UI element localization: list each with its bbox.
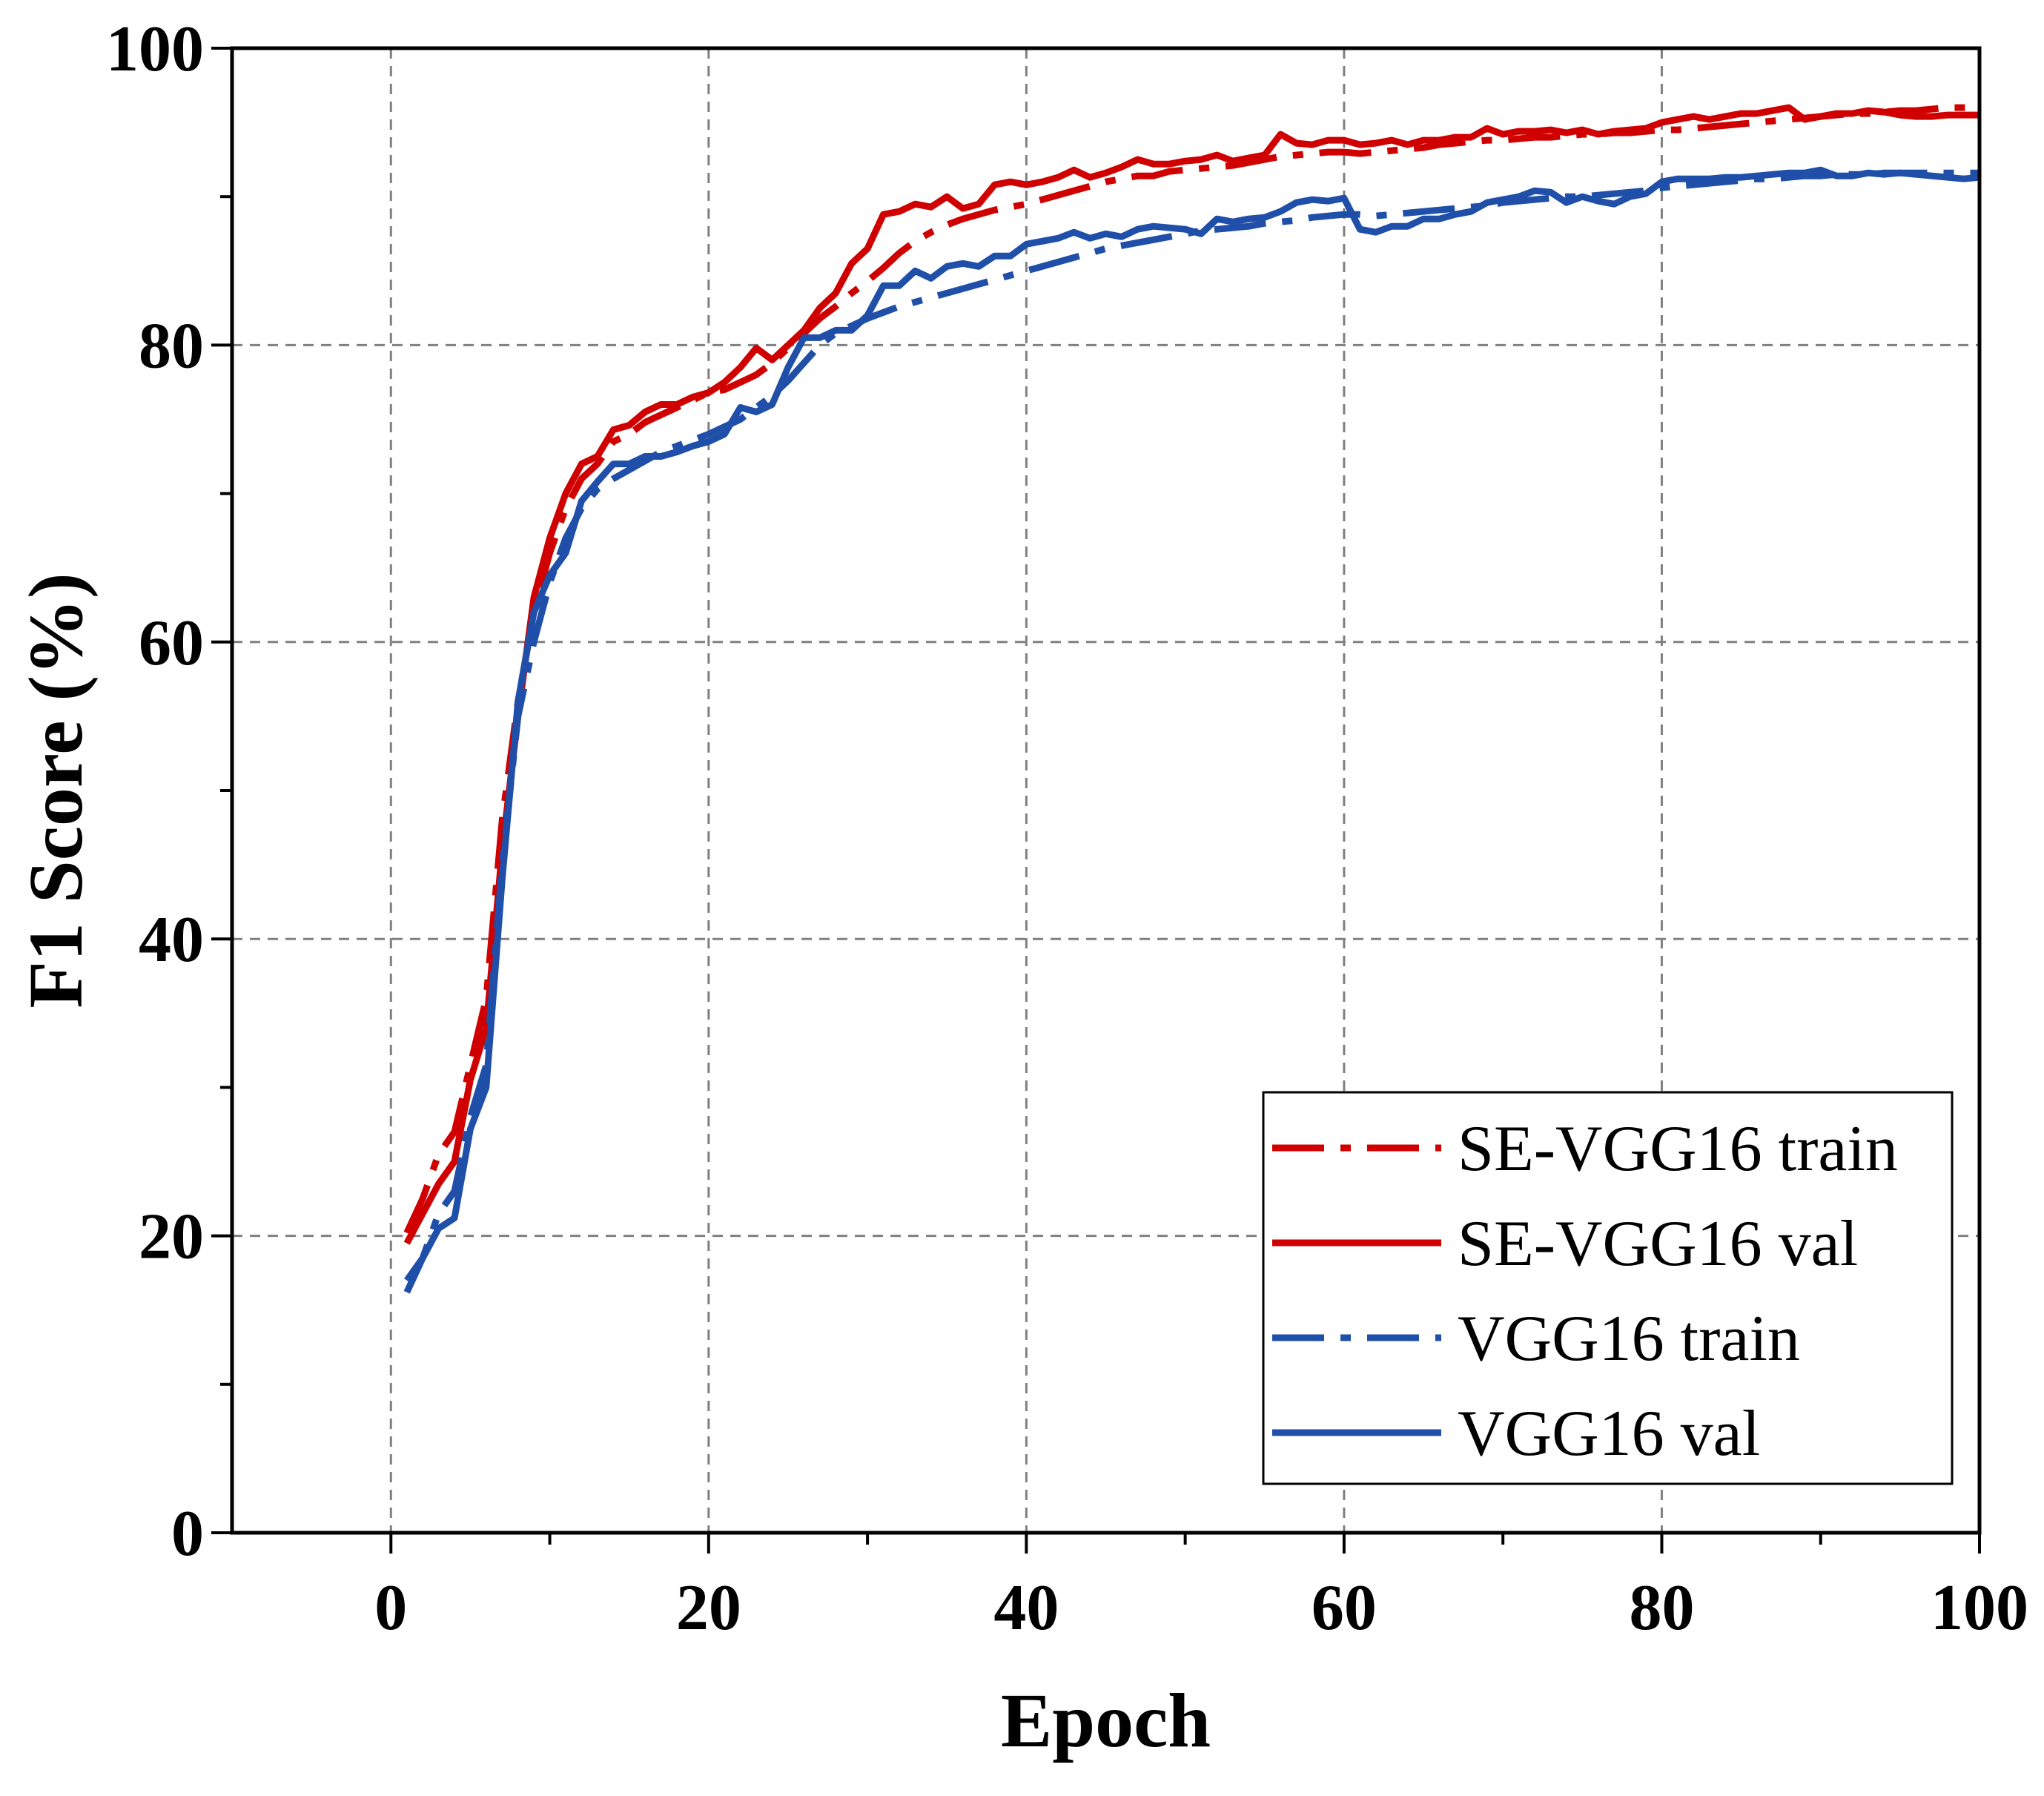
legend-box — [1262, 1091, 1954, 1485]
y-axis-title: F1 Score (%) — [13, 572, 99, 1008]
x-tick-label: 80 — [1629, 1572, 1694, 1644]
x-tick-label: 60 — [1312, 1572, 1377, 1644]
y-tick-label: 60 — [139, 607, 204, 679]
x-tick-label: 20 — [676, 1572, 741, 1644]
x-axis-title: Epoch — [1001, 1678, 1211, 1763]
legend-label-se-vgg16-val: SE-VGG16 val — [1458, 1208, 1858, 1280]
y-tick-label: 20 — [139, 1201, 204, 1273]
legend: SE-VGG16 train SE-VGG16 val VGG16 train VGG… — [1262, 1091, 1954, 1485]
legend-items: SE-VGG16 train SE-VGG16 val VGG16 train VGG… — [1272, 1113, 1898, 1470]
x-tick-label: 0 — [374, 1572, 407, 1644]
legend-label-vgg16-train: VGG16 train — [1458, 1303, 1800, 1375]
y-tick-label: 0 — [171, 1498, 204, 1570]
x-tick-label: 100 — [1931, 1572, 2028, 1644]
axis-tick-labels: 0 20 40 60 80 100 0 20 40 60 80 100 — [106, 13, 2028, 1644]
legend-label-se-vgg16-train: SE-VGG16 train — [1458, 1113, 1898, 1185]
series-line-se-vgg16-train — [403, 104, 1979, 1235]
axis-ticks — [211, 47, 1981, 1554]
series-line-vgg16-val — [404, 166, 1980, 1283]
y-tick-label: 40 — [139, 904, 204, 976]
series-lines — [403, 104, 1980, 1294]
x-tick-label: 40 — [993, 1572, 1059, 1644]
y-tick-label: 80 — [139, 310, 204, 382]
y-tick-label: 100 — [106, 13, 204, 85]
legend-label-vgg16-val: VGG16 val — [1458, 1398, 1760, 1470]
series-line-se-vgg16-val — [403, 104, 1979, 1245]
